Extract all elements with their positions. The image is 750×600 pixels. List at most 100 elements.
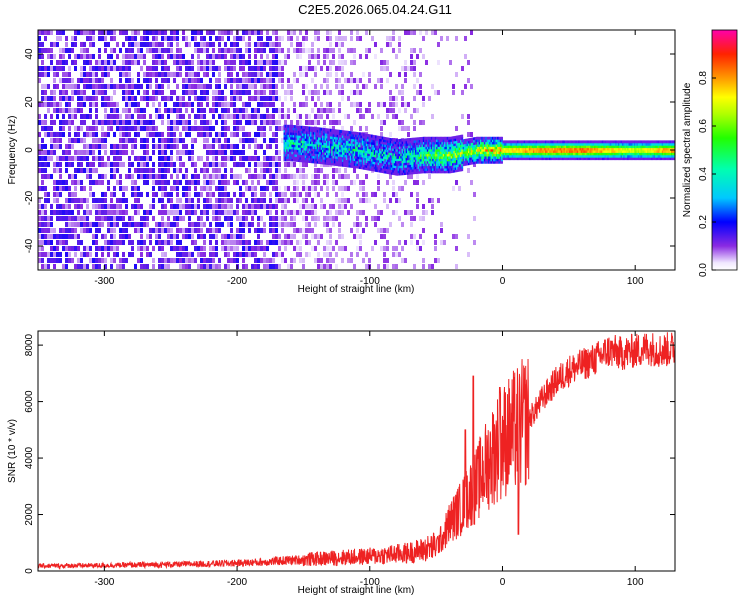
spectrogram-cell: [104, 198, 107, 203]
spectrogram-cell: [80, 222, 83, 227]
spectrogram-cell: [65, 102, 68, 107]
spectrogram-cell: [38, 72, 41, 77]
spectrogram-cell: [146, 120, 149, 125]
spectrogram-cell: [53, 144, 56, 149]
spectrogram-cell: [413, 234, 416, 239]
spectrogram-cell: [140, 144, 143, 149]
spectrogram-cell: [41, 204, 44, 209]
spectrogram-cell: [134, 144, 137, 149]
spectrogram-cell: [197, 264, 200, 269]
signal-band-cell: [425, 170, 428, 174]
spectrogram-cell: [248, 168, 251, 173]
signal-band-cell: [315, 134, 318, 138]
signal-band-cell: [430, 146, 433, 150]
spectrogram-cell: [161, 240, 164, 245]
spectrogram-cell: [62, 150, 65, 155]
signal-band-cell: [310, 150, 312, 154]
spectrogram-cell: [89, 246, 92, 251]
signal-band-cell: [425, 165, 428, 169]
spectrogram-cell: [77, 78, 80, 83]
spectrogram-cell: [296, 42, 299, 47]
signal-band-cell: [417, 142, 420, 145]
spectrogram-cell: [278, 264, 281, 269]
spectrogram-cell: [236, 246, 239, 251]
signal-band-cell: [426, 170, 429, 174]
signal-band-cell: [372, 144, 375, 148]
signal-band-cell: [329, 157, 332, 161]
spectrogram-cell: [251, 216, 254, 221]
spectrogram-cell: [365, 108, 368, 113]
spectrogram-cell: [47, 30, 50, 35]
spectrogram-cell: [161, 42, 164, 47]
spectrogram-cell: [170, 90, 173, 95]
signal-band-cell: [377, 143, 380, 146]
spectrogram-cell: [119, 66, 122, 71]
signal-band-cell: [347, 162, 350, 165]
spectrogram-cell: [287, 210, 290, 215]
spectrogram-cell: [56, 102, 59, 107]
spectrogram-cell: [83, 156, 86, 161]
spectrogram-cell: [383, 234, 386, 239]
spectrogram-cell: [278, 174, 281, 179]
spectrogram-cell: [122, 240, 125, 245]
spectrogram-cell: [89, 84, 92, 89]
spectrogram-cell: [269, 204, 272, 209]
spectrogram-cell: [176, 174, 179, 179]
spectrogram-cell: [200, 66, 203, 71]
signal-band-cell: [302, 133, 304, 136]
spectrogram-cell: [128, 54, 131, 59]
signal-band-cell: [333, 150, 336, 154]
signal-band-cell: [408, 152, 411, 156]
spectrogram-cell: [92, 162, 95, 167]
spectrogram-cell: [344, 114, 347, 119]
spectrogram-cell: [200, 252, 203, 257]
signal-band-cell: [283, 144, 286, 147]
signal-band-cell: [402, 157, 405, 161]
signal-band-cell: [290, 124, 292, 128]
spectrogram-cell: [212, 156, 215, 161]
spectrogram-cell: [194, 126, 197, 131]
spectrogram-cell: [194, 96, 197, 101]
signal-band-cell: [327, 140, 330, 144]
spectrogram-cell: [68, 114, 71, 119]
signal-band-cell: [361, 164, 364, 168]
signal-band-cell: [408, 166, 411, 170]
signal-band-cell: [332, 157, 335, 161]
spectrogram-cell: [152, 192, 155, 197]
spectrogram-cell: [257, 144, 260, 149]
signal-band-cell: [325, 128, 328, 132]
spectrogram-cell: [383, 228, 386, 233]
signal-band-cell: [412, 154, 415, 158]
signal-band-cell: [316, 151, 319, 155]
signal-band-cell: [310, 138, 312, 142]
spectrogram-cell: [56, 192, 59, 197]
spectrogram-cell: [275, 162, 278, 167]
spectrogram-cell: [134, 60, 137, 65]
spectrogram-cell: [113, 186, 116, 191]
spectrogram-cell: [239, 222, 242, 227]
signal-band-cell: [341, 139, 344, 143]
spectrogram-cell: [293, 192, 296, 197]
spectrogram-cell: [437, 60, 440, 65]
spectrogram-cell: [212, 228, 215, 233]
spectrogram-cell: [404, 78, 407, 83]
spectrogram-cell: [467, 114, 470, 119]
signal-band-cell: [387, 142, 389, 146]
spectrogram-cell: [389, 96, 392, 101]
spectrogram-cell: [50, 228, 53, 233]
spectrogram-cell: [407, 132, 410, 137]
spectrogram-cell: [185, 150, 188, 155]
spectrogram-cell: [161, 156, 164, 161]
spectrogram-cell: [311, 198, 314, 203]
spectrogram-cell: [215, 186, 218, 191]
signal-band-cell: [421, 141, 424, 145]
spectrogram-cell: [74, 198, 77, 203]
signal-band-cell: [318, 141, 320, 145]
signal-band-cell: [376, 164, 379, 168]
spectrogram-cell: [386, 42, 389, 47]
signal-band-cell: [319, 134, 322, 138]
spectrogram-cell: [230, 204, 233, 209]
spectrogram-cell: [122, 96, 125, 101]
signal-band-cell: [388, 149, 391, 153]
spectrogram-cell: [44, 192, 47, 197]
